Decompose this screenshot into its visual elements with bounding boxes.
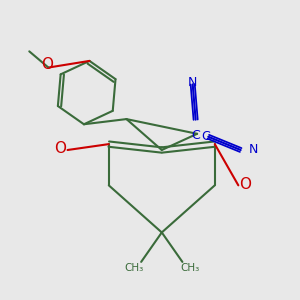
Text: C: C <box>191 129 200 142</box>
Text: O: O <box>55 141 67 156</box>
Text: C: C <box>202 130 210 143</box>
Text: N: N <box>249 143 258 157</box>
Text: O: O <box>41 56 53 71</box>
Text: N: N <box>188 76 197 89</box>
Text: O: O <box>239 177 251 192</box>
Text: CH₃: CH₃ <box>180 263 200 273</box>
Text: CH₃: CH₃ <box>124 263 143 273</box>
